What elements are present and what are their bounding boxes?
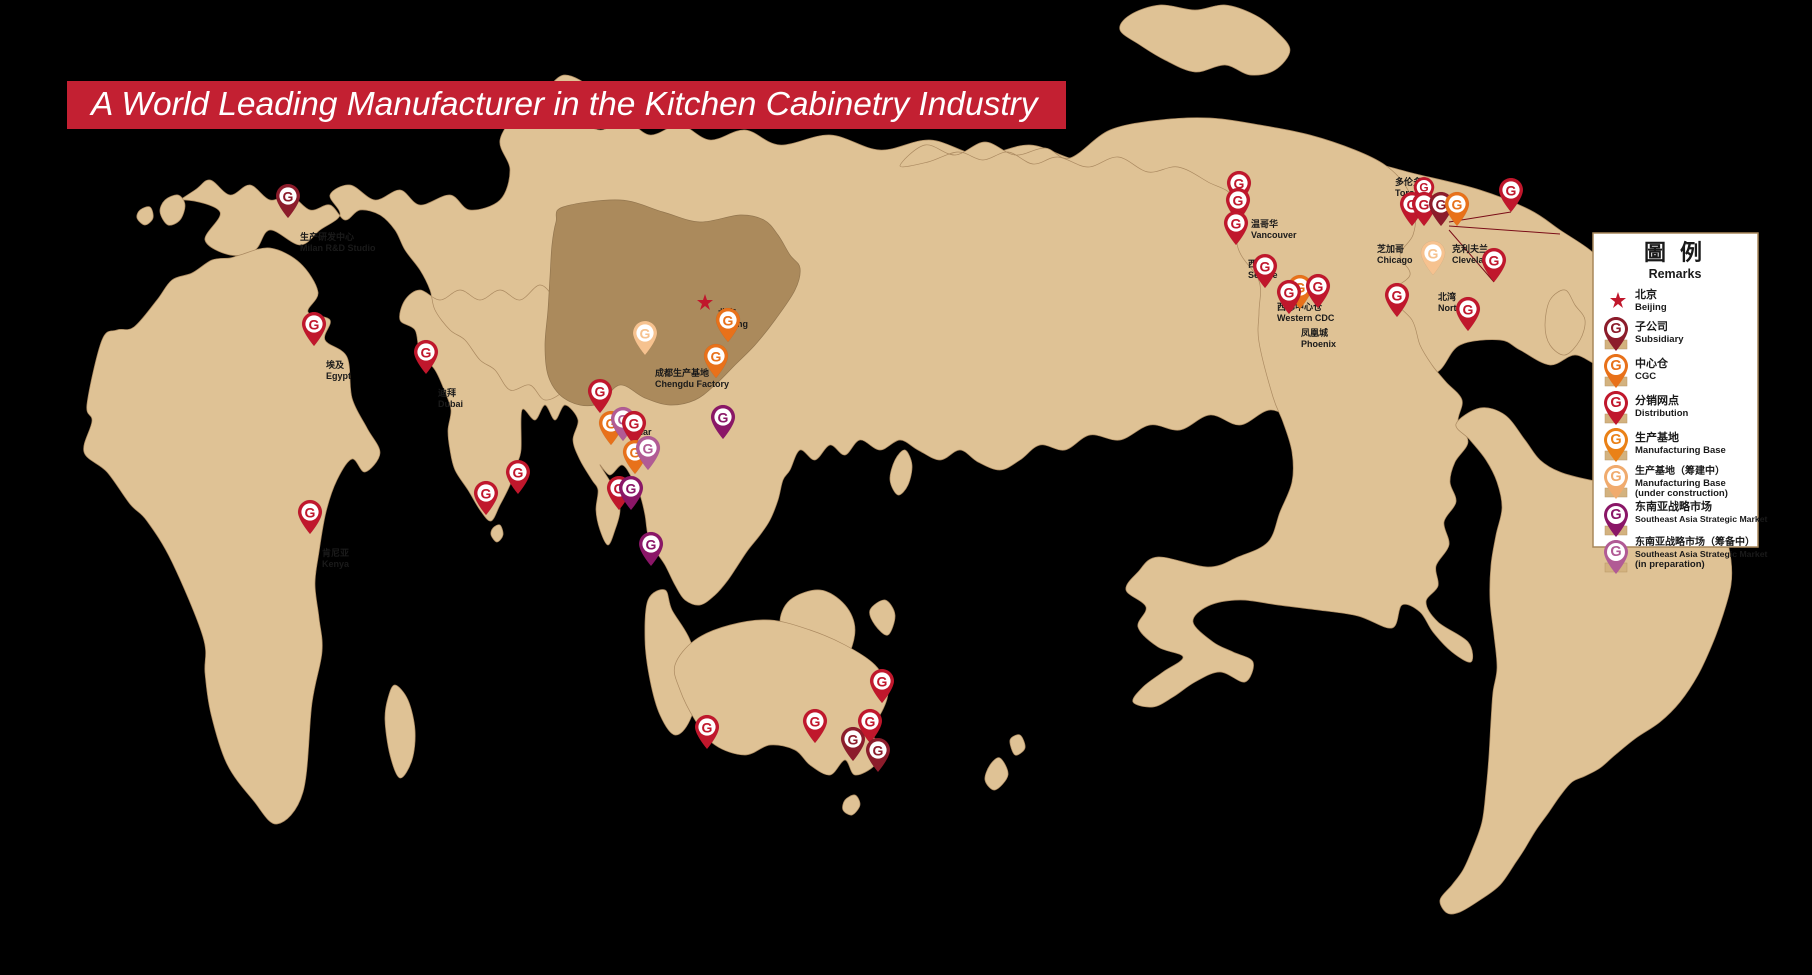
svg-text:Milan R&D Studio: Milan R&D Studio: [300, 243, 376, 253]
svg-text:CGC: CGC: [1635, 371, 1656, 382]
svg-text:中心仓: 中心仓: [1635, 356, 1669, 370]
svg-text:Remarks: Remarks: [1649, 267, 1702, 281]
svg-text:凤凰城: 凤凰城: [1301, 327, 1328, 338]
svg-text:Chengdu Factory: Chengdu Factory: [655, 379, 729, 389]
svg-text:Distribution: Distribution: [1635, 408, 1688, 419]
svg-text:圖 例: 圖 例: [1644, 240, 1706, 265]
svg-text:东南亚战略市场: 东南亚战略市场: [1635, 499, 1712, 513]
svg-text:迪拜: 迪拜: [438, 387, 456, 398]
svg-text:成都生产基地: 成都生产基地: [655, 367, 709, 378]
svg-text:Vancouver: Vancouver: [1251, 230, 1297, 240]
svg-text:生产基地: 生产基地: [1635, 430, 1679, 444]
svg-text:分销网点: 分销网点: [1635, 393, 1679, 407]
svg-text:肯尼亚: 肯尼亚: [322, 547, 349, 558]
svg-text:北京: 北京: [1635, 287, 1657, 301]
svg-text:克利夫兰: 克利夫兰: [1452, 243, 1488, 254]
svg-text:子公司: 子公司: [1635, 320, 1668, 333]
svg-text:(under construction): (under construction): [1635, 488, 1728, 499]
svg-text:Beijing: Beijing: [1635, 302, 1667, 313]
svg-text:Subsidiary: Subsidiary: [1635, 334, 1684, 345]
svg-text:Southeast Asia Strategic Marke: Southeast Asia Strategic Market: [1635, 514, 1768, 524]
svg-text:A World Leading Manufacturer i: A World Leading Manufacturer in the Kitc…: [89, 86, 1040, 123]
svg-text:Southeast Asia Strategic Marke: Southeast Asia Strategic Market: [1635, 549, 1768, 559]
svg-text:生产研发中心: 生产研发中心: [300, 231, 354, 242]
svg-text:(in preparation): (in preparation): [1635, 559, 1705, 570]
svg-text:Western CDC: Western CDC: [1277, 313, 1335, 323]
svg-text:Manufacturing Base: Manufacturing Base: [1635, 445, 1726, 456]
svg-text:Egypt: Egypt: [326, 371, 351, 381]
svg-text:Chicago: Chicago: [1377, 255, 1413, 265]
svg-text:温哥华: 温哥华: [1251, 218, 1278, 229]
svg-text:芝加哥: 芝加哥: [1377, 243, 1404, 254]
svg-text:埃及: 埃及: [326, 359, 345, 370]
svg-text:Phoenix: Phoenix: [1301, 339, 1336, 349]
svg-text:东南亚战略市场（筹备中）: 东南亚战略市场（筹备中）: [1635, 535, 1755, 548]
svg-text:Dubai: Dubai: [438, 399, 463, 409]
svg-text:Kenya: Kenya: [322, 559, 350, 569]
svg-text:生产基地（筹建中）: 生产基地（筹建中）: [1635, 464, 1725, 477]
svg-text:北湾: 北湾: [1438, 291, 1456, 302]
